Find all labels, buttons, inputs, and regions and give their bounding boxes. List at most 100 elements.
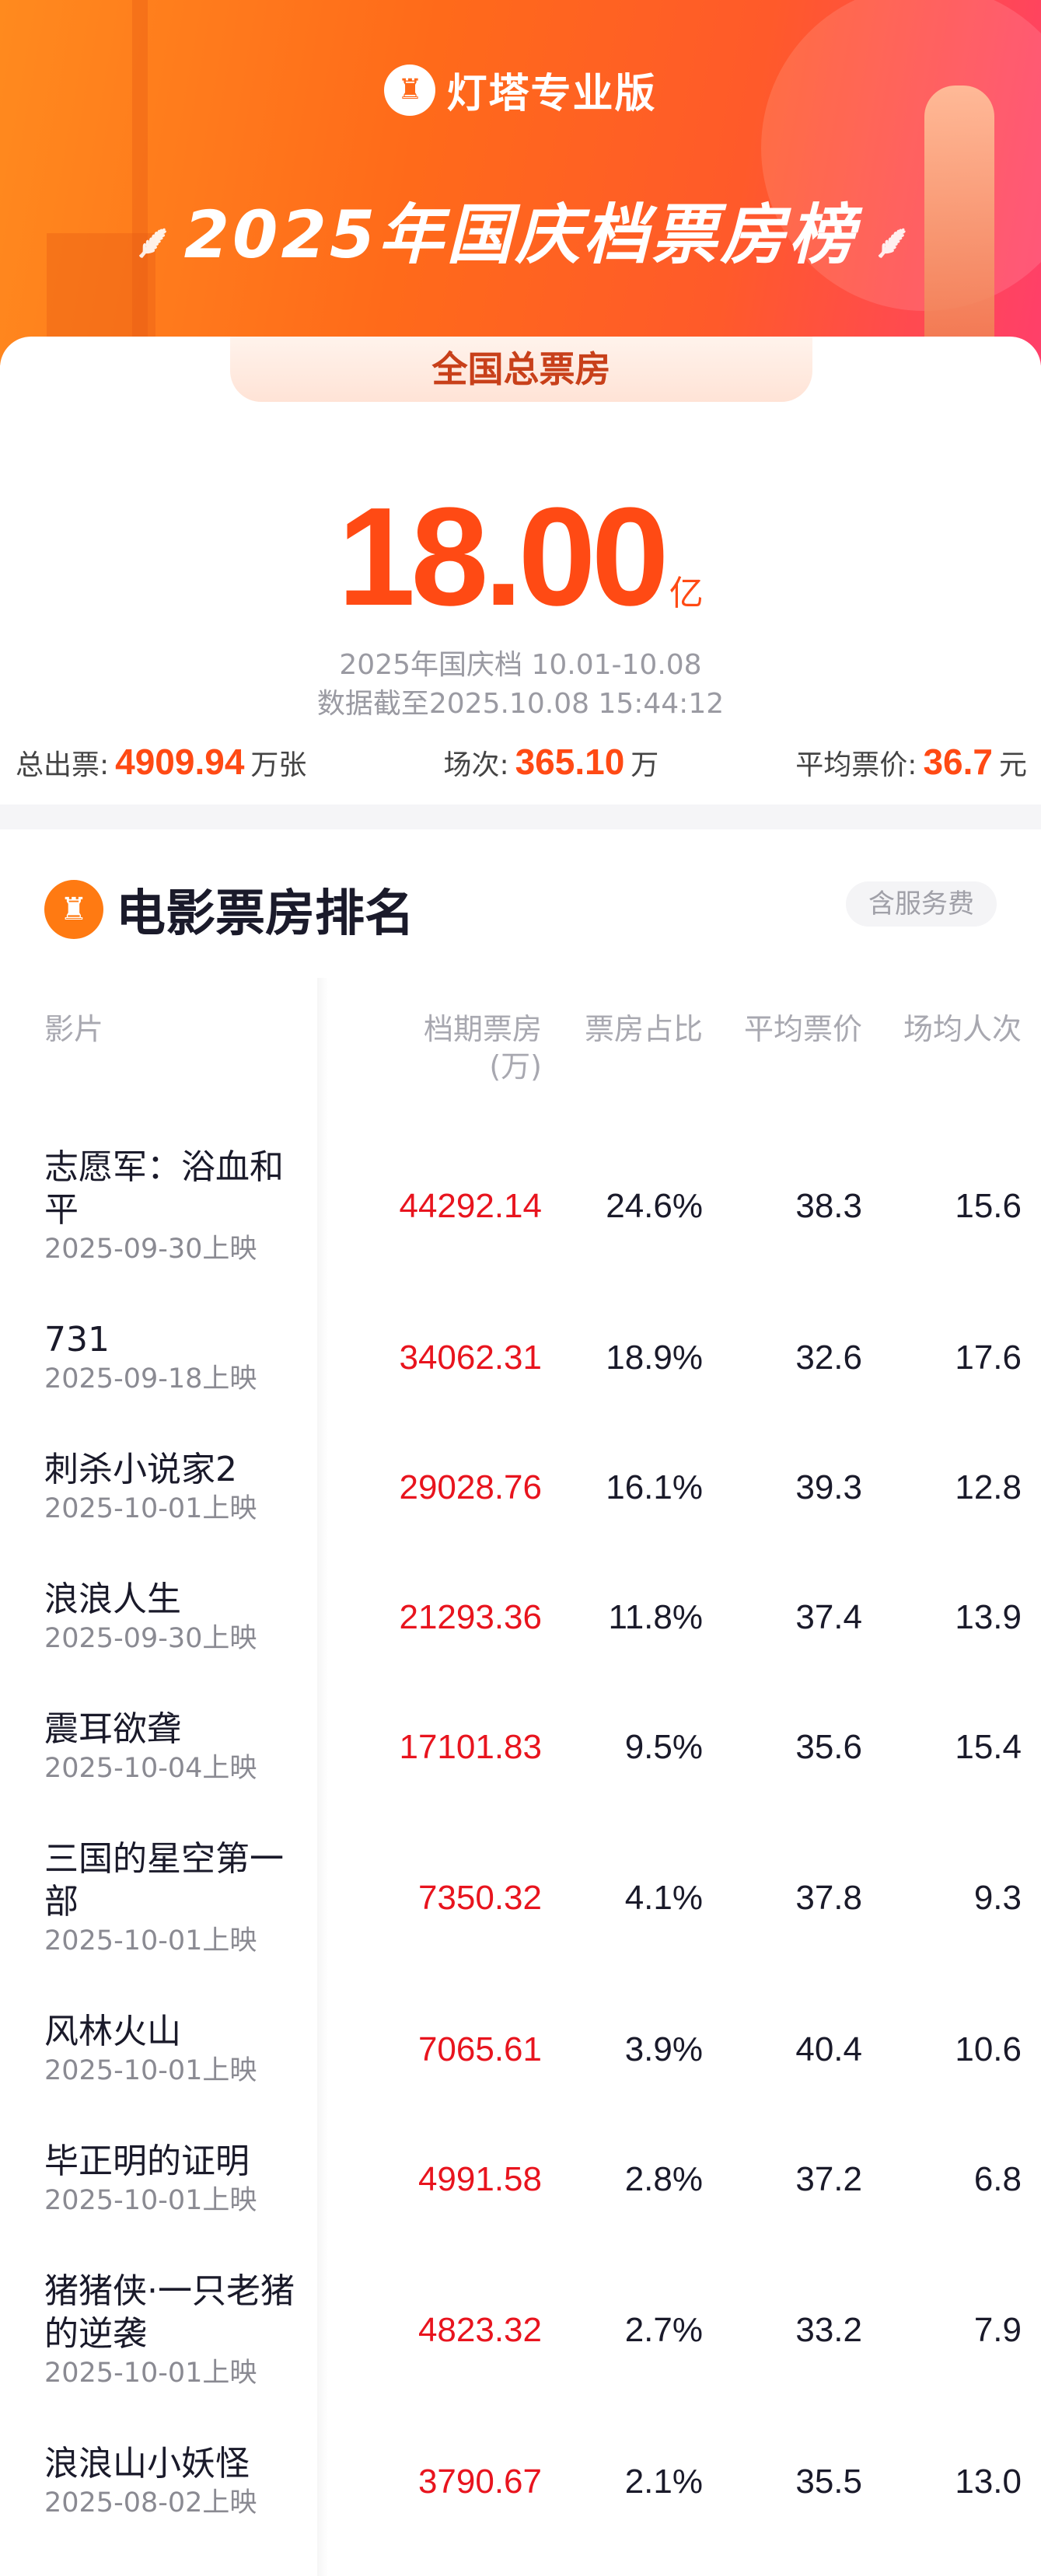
per-show: 17.6 — [955, 1338, 1022, 1377]
box-office: 4823.32 — [417, 2311, 542, 2349]
total-box-office: 18.00 亿 — [0, 476, 1041, 637]
table-row[interactable]: 浪浪人生 2025-09-30上映 21293.36 11.8% 37.4 13… — [0, 1552, 1041, 1682]
box-office: 7065.61 — [417, 2030, 542, 2068]
stat-unit: 万张 — [250, 749, 307, 781]
film-title: 猪猪侠·一只老猪的逆袭 — [44, 2271, 295, 2354]
avg-price: 32.6 — [795, 1338, 862, 1377]
hero-banner: ♜ 灯塔专业版 ⸙ 2025年国庆档票房榜 ⸙ — [0, 0, 1041, 365]
release-date: 2025-10-01上映 — [44, 1925, 257, 1956]
stat-shows: 场次: 365.10 万 — [443, 741, 658, 783]
per-show: 15.6 — [955, 1187, 1022, 1225]
film-title: 三国的星空第一部 — [44, 1839, 284, 1922]
per-show: 15.4 — [955, 1727, 1022, 1766]
film-title: 毕正明的证明 — [44, 2141, 250, 2181]
share: 18.9% — [606, 1338, 703, 1377]
box-office: 29028.76 — [399, 1468, 542, 1506]
per-show: 9.3 — [973, 1879, 1022, 1917]
light-halo-decoration — [761, 0, 1041, 311]
share: 9.5% — [624, 1727, 703, 1766]
brand-name: 灯塔专业版 — [446, 71, 657, 117]
box-office: 34062.31 — [399, 1338, 542, 1377]
per-show: 6.8 — [973, 2159, 1022, 2198]
stat-label: 平均票价: — [795, 749, 917, 781]
col-avg-price[interactable]: 平均票价 — [743, 1012, 862, 1046]
col-share[interactable]: 票房占比 — [584, 1012, 703, 1046]
col-per-show[interactable]: 场均人次 — [903, 1012, 1022, 1046]
avg-price: 40.4 — [795, 2030, 862, 2068]
summary-card: 全国总票房 18.00 亿 2025年国庆档 10.01-10.08 数据截至20… — [0, 337, 1041, 811]
column-divider — [317, 978, 328, 2576]
lighthouse-icon: ♜ — [44, 880, 103, 939]
avg-price: 35.6 — [795, 1727, 862, 1766]
release-date: 2025-09-30上映 — [44, 1623, 257, 1654]
stat-value: 36.7 — [923, 742, 993, 782]
table-row[interactable]: 浪浪山小妖怪 2025-08-02上映 3790.67 2.1% 35.5 13… — [0, 2417, 1041, 2546]
table-row[interactable]: 震耳欲聋 2025-10-04上映 17101.83 9.5% 35.6 15.… — [0, 1682, 1041, 1812]
release-date: 2025-10-01上映 — [44, 2185, 257, 2216]
avg-price: 37.4 — [795, 1597, 862, 1636]
box-office: 44292.14 — [399, 1187, 542, 1225]
table-row[interactable]: 风林火山 2025-10-01上映 7065.61 3.9% 40.4 10.6 — [0, 1984, 1041, 2114]
col-box-office[interactable]: 档期票房 (万) — [423, 1012, 542, 1084]
laurel-left-icon: ⸙ — [131, 215, 170, 269]
film-title: 志愿军：浴血和平 — [44, 1147, 284, 1230]
table-row[interactable]: 毕正明的证明 2025-10-01上映 4991.58 2.8% 37.2 6.… — [0, 2114, 1041, 2244]
stat-unit: 万 — [631, 749, 659, 781]
table-header: 影片 档期票房 (万) 票房占比 平均票价 场均人次 — [0, 979, 1041, 1120]
share: 2.1% — [624, 2462, 703, 2501]
film-title: 浪浪人生 — [44, 1579, 181, 1619]
service-fee-badge[interactable]: 含服务费 — [846, 881, 997, 927]
film-title: 刺杀小说家2 — [44, 1450, 237, 1489]
updated-time: 数据截至2025.10.08 15:44:12 — [316, 688, 725, 720]
total-value: 18.00 — [337, 479, 669, 635]
avg-price: 37.8 — [795, 1879, 862, 1917]
box-office: 4991.58 — [417, 2159, 542, 2198]
film-title: 浪浪山小妖怪 — [44, 2444, 250, 2484]
stat-avg-price: 平均票价: 36.7 元 — [795, 741, 1027, 783]
lighthouse-logo-icon: ♜ — [384, 64, 436, 116]
table-row[interactable]: 志愿军：浴血和平 2025-09-30上映 44292.14 24.6% 38.… — [0, 1120, 1041, 1293]
box-office: 7350.32 — [417, 1879, 542, 1917]
release-date: 2025-10-04上映 — [44, 1753, 257, 1784]
box-office: 21293.36 — [399, 1597, 542, 1636]
avg-price: 38.3 — [795, 1187, 862, 1225]
table-row[interactable]: 三国的星空第一部 2025-10-01上映 7350.32 4.1% 37.8 … — [0, 1812, 1041, 1984]
stats-row: 总出票: 4909.94 万张 场次: 365.10 万 平均票价: 36.7 元 — [16, 741, 1027, 783]
per-show: 13.0 — [955, 2462, 1022, 2501]
avg-price: 35.5 — [795, 2462, 862, 2501]
release-date: 2025-10-01上映 — [44, 2358, 257, 2389]
lighthouse-decoration — [924, 86, 994, 350]
avg-price: 37.2 — [795, 2159, 862, 2198]
avg-price: 33.2 — [795, 2311, 862, 2349]
table-row[interactable]: 731 2025-09-18上映 34062.31 18.9% 32.6 17.… — [0, 1293, 1041, 1422]
box-office: 3790.67 — [417, 2462, 542, 2501]
col-film[interactable]: 影片 — [44, 1012, 104, 1046]
per-show: 7.9 — [973, 2311, 1022, 2349]
tv-tower-decoration — [132, 0, 148, 365]
film-title: 731 — [44, 1320, 110, 1360]
share: 24.6% — [606, 1187, 703, 1225]
stat-label: 场次: — [443, 749, 509, 781]
period: 2025年国庆档 10.01-10.08 — [339, 649, 702, 681]
stat-unit: 元 — [998, 749, 1027, 781]
share: 11.8% — [608, 1597, 704, 1636]
per-show: 13.9 — [955, 1597, 1022, 1636]
page-title: ⸙ 2025年国庆档票房榜 ⸙ — [0, 183, 1041, 277]
stat-tickets: 总出票: 4909.94 万张 — [16, 741, 306, 783]
share: 4.1% — [624, 1879, 703, 1917]
laurel-right-icon: ⸙ — [871, 215, 910, 269]
ranking-table: 影片 档期票房 (万) 票房占比 平均票价 场均人次 志愿军：浴血和平 2025… — [0, 979, 1041, 2546]
release-date: 2025-10-01上映 — [44, 1493, 257, 1524]
share: 2.7% — [624, 2311, 703, 2349]
table-row[interactable]: 刺杀小说家2 2025-10-01上映 29028.76 16.1% 39.3 … — [0, 1422, 1041, 1552]
table-row[interactable]: 猪猪侠·一只老猪的逆袭 2025-10-01上映 4823.32 2.7% 33… — [0, 2244, 1041, 2417]
film-title: 震耳欲聋 — [44, 1709, 181, 1749]
film-title: 风林火山 — [44, 2012, 181, 2051]
share: 2.8% — [624, 2159, 703, 2198]
stat-value: 365.10 — [515, 742, 625, 782]
share: 3.9% — [624, 2030, 703, 2068]
release-date: 2025-08-02上映 — [44, 2487, 257, 2518]
total-unit: 亿 — [669, 574, 704, 613]
stat-value: 4909.94 — [115, 742, 245, 782]
release-date: 2025-09-18上映 — [44, 1363, 257, 1394]
